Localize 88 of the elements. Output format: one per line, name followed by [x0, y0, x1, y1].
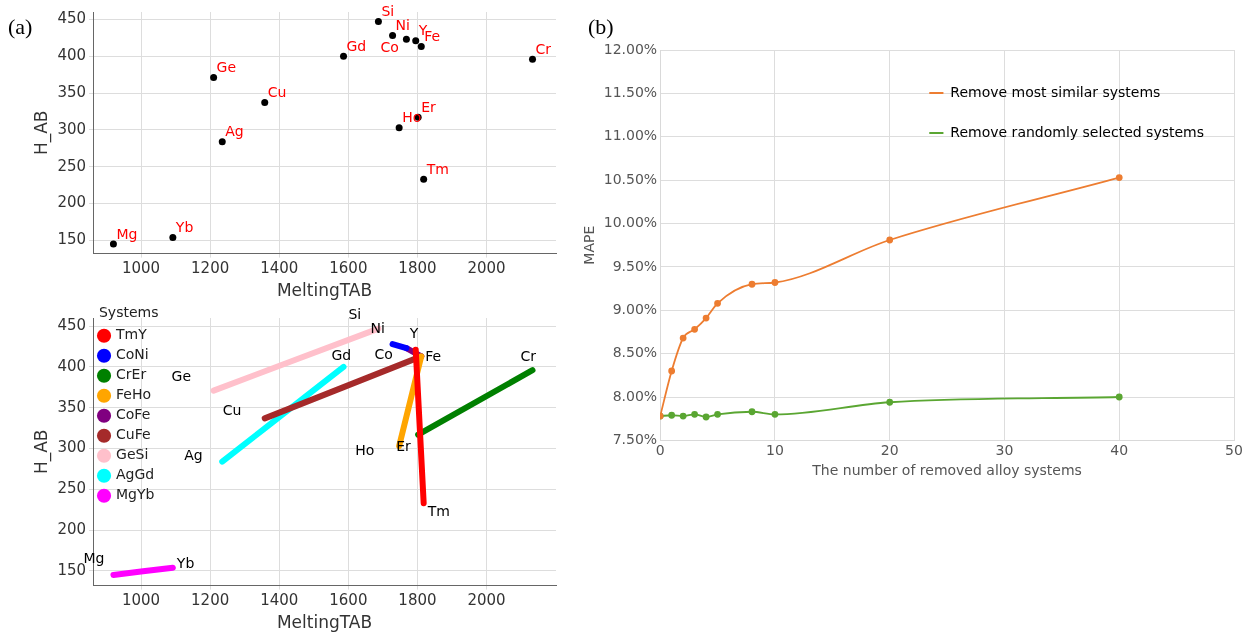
x-tick-label: 40: [1110, 442, 1129, 459]
y-tick-label: 200: [57, 193, 87, 212]
x-axis-title: MeltingTAB: [276, 612, 373, 633]
annotation: Co: [380, 38, 399, 55]
y-tick-label: 8.50%: [612, 344, 658, 361]
x-tick-label: 1000: [121, 591, 161, 610]
x-tick-label: 50: [1225, 442, 1243, 459]
annotation: Ho: [402, 109, 422, 126]
annotation: Y: [408, 325, 419, 342]
x-tick-label: 1800: [398, 259, 437, 278]
annotation: Mg: [116, 225, 138, 242]
legend-title: Systems: [98, 303, 159, 320]
annotation: Gd: [346, 37, 367, 54]
annotation: Yb: [174, 219, 194, 236]
x-tick-label: 1000: [121, 259, 161, 278]
y-tick-label: 400: [57, 356, 87, 375]
annotation: Cu: [267, 84, 287, 101]
y-tick-label: 10.00%: [603, 214, 658, 231]
legend-label: TmY: [115, 326, 148, 343]
legend-label: Remove randomly selected systems: [950, 123, 1204, 140]
x-tick-label: 1800: [398, 591, 437, 610]
y-axis-title: H_AB: [30, 429, 52, 475]
x-tick-label: 20: [880, 442, 899, 459]
legend-label: CoNi: [116, 346, 149, 363]
text: (a): [8, 14, 33, 40]
annotation: Yb: [175, 555, 195, 572]
x-tick-label: 0: [655, 442, 665, 459]
y-tick-label: 450: [57, 9, 87, 28]
x-tick-label: 1200: [191, 591, 230, 610]
annotation: Cu: [222, 401, 242, 418]
legend-label: CrEr: [116, 366, 147, 383]
y-tick-label: 300: [57, 438, 87, 457]
y-axis-title: MAPE: [581, 225, 598, 265]
annotation: Cr: [535, 40, 552, 57]
legend-label: CoFe: [116, 406, 151, 423]
legend-label: GeSi: [116, 446, 149, 463]
y-tick-label: 11.50%: [603, 84, 658, 101]
legend-label: MgYb: [116, 486, 155, 503]
y-tick-label: 7.50%: [612, 431, 658, 448]
x-tick-label: 1200: [191, 259, 230, 278]
annotation: Ag: [225, 123, 244, 140]
x-tick-label: 1600: [329, 591, 368, 610]
annotation: Ge: [171, 368, 192, 385]
x-axis-title: The number of removed alloy systems: [811, 462, 1082, 479]
y-tick-label: 400: [57, 46, 87, 65]
annotation: Si: [381, 3, 395, 20]
annotation: Fe: [425, 347, 442, 364]
y-tick-label: 350: [57, 82, 87, 101]
y-tick-label: 300: [57, 119, 87, 138]
x-tick-label: 2000: [467, 259, 506, 278]
y-tick-label: 350: [57, 397, 87, 416]
legend-label: FeHo: [116, 386, 152, 403]
annotation: Co: [374, 345, 393, 362]
annotation: Tm: [426, 502, 450, 519]
annotation: Er: [421, 98, 436, 115]
annotation: Er: [396, 438, 411, 455]
y-tick-label: 200: [57, 520, 87, 539]
annotation: Ni: [395, 17, 410, 34]
y-tick-label: 250: [57, 479, 87, 498]
annotation: Ho: [355, 441, 375, 458]
x-tick-label: 1400: [260, 591, 299, 610]
x-axis-title: MeltingTAB: [276, 280, 373, 301]
y-tick-label: 12.00%: [603, 40, 658, 57]
y-tick-label: 150: [57, 230, 87, 249]
x-tick-label: 30: [995, 442, 1014, 459]
y-tick-label: 250: [57, 156, 87, 175]
text: (b): [588, 14, 614, 40]
y-axis-title: H_AB: [30, 110, 52, 156]
annotation: Gd: [331, 346, 352, 363]
y-tick-label: 10.50%: [603, 170, 658, 187]
y-tick-label: 11.00%: [603, 127, 658, 144]
x-tick-label: 10: [766, 442, 784, 459]
legend-label: CuFe: [116, 426, 151, 443]
x-tick-label: 1600: [329, 259, 368, 278]
annotation: Tm: [425, 160, 449, 177]
legend-label: AgGd: [116, 466, 155, 483]
annotation: Cr: [520, 347, 537, 364]
y-tick-label: 8.00%: [612, 387, 658, 404]
x-tick-label: 1400: [260, 259, 299, 278]
annotation: Ni: [370, 319, 385, 336]
annotation: Ag: [184, 447, 203, 464]
y-tick-label: 9.50%: [612, 257, 658, 274]
annotation: Si: [348, 306, 362, 323]
annotation: Ge: [216, 59, 237, 76]
y-tick-label: 9.00%: [612, 300, 658, 317]
legend-label: Remove most similar systems: [950, 83, 1161, 100]
x-tick-label: 2000: [467, 591, 506, 610]
y-tick-label: 450: [57, 316, 87, 335]
